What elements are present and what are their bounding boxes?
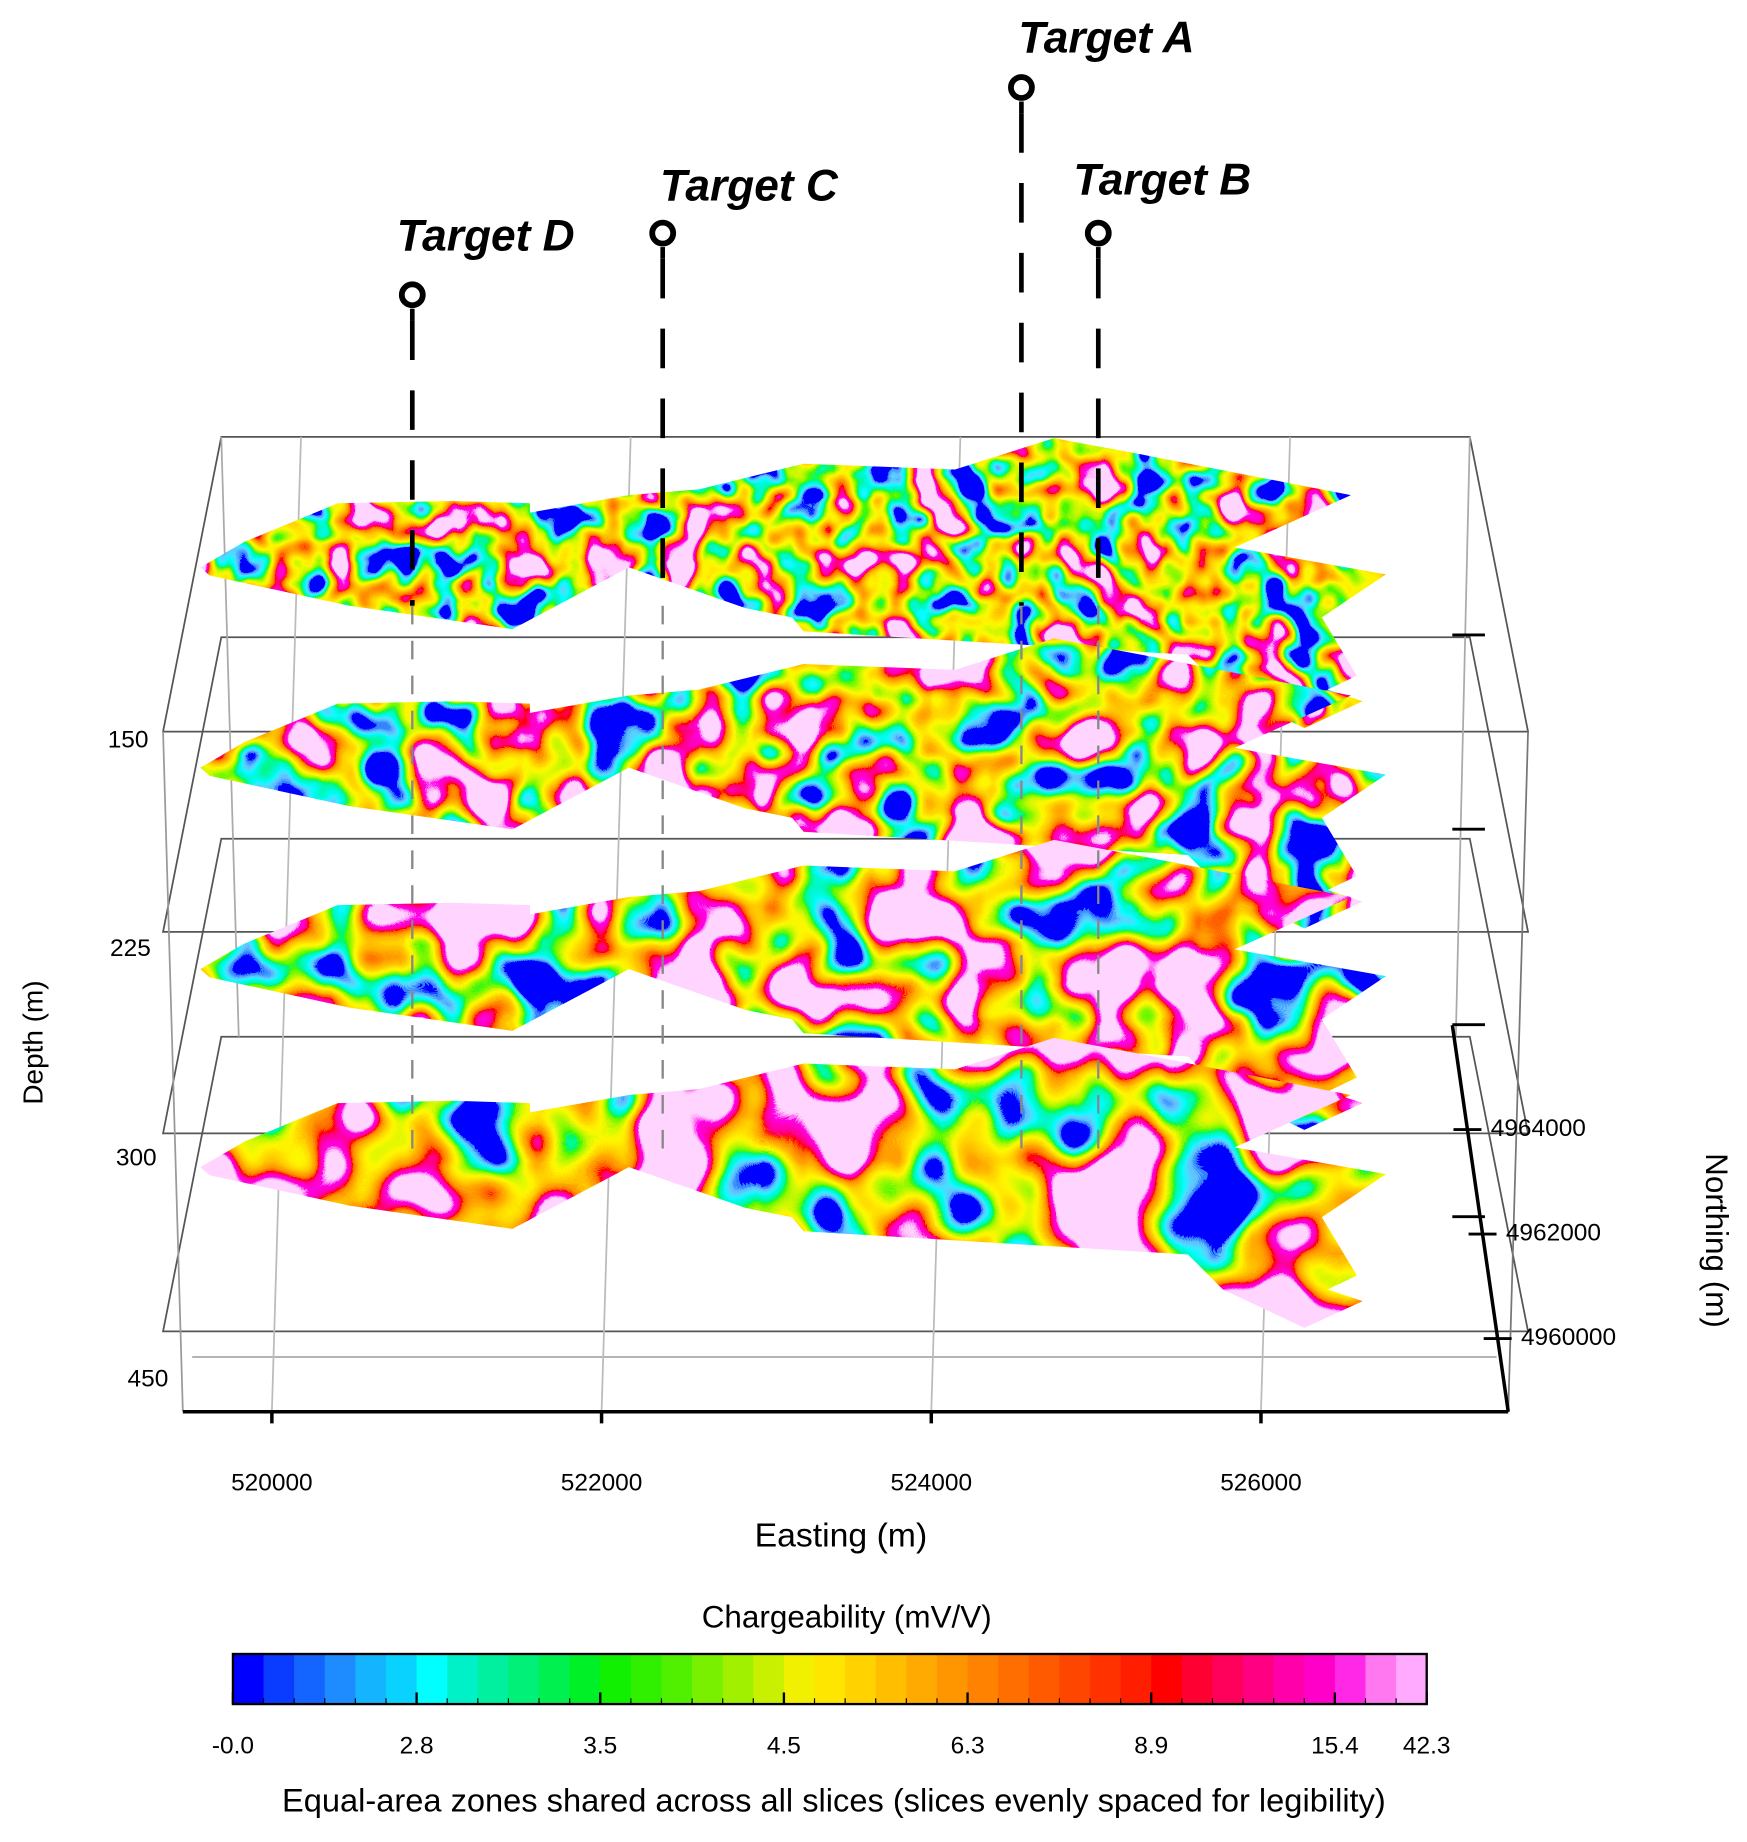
colorbar-tick-label: 3.5	[583, 1733, 617, 1760]
colorbar-zone	[1090, 1653, 1122, 1705]
colorbar-zone	[355, 1653, 387, 1705]
northing-tick-label: 4964000	[1491, 1115, 1586, 1142]
chargeability-slice	[200, 839, 1386, 1130]
colorbar-zone	[508, 1653, 540, 1705]
colorbar-tick-label: 2.8	[400, 1733, 434, 1760]
colorbar-zone	[906, 1653, 938, 1705]
target-pin	[1008, 74, 1035, 101]
colorbar-zone	[1396, 1653, 1428, 1705]
colorbar-tick-label: 15.4	[1311, 1733, 1359, 1760]
x-tick-label: 520000	[231, 1469, 313, 1496]
colorbar-zone	[1365, 1653, 1397, 1705]
target-pin	[398, 281, 426, 309]
colorbar-zone	[539, 1653, 571, 1705]
colorbar-zone	[845, 1653, 877, 1705]
colorbar-zone	[967, 1653, 999, 1705]
x-tick-label: 526000	[1220, 1469, 1302, 1496]
northing-tick-label: 4962000	[1506, 1220, 1601, 1247]
colorbar-tick-label: 4.5	[767, 1733, 801, 1760]
colorbar-zone	[477, 1653, 510, 1705]
colorbar-frame	[231, 1652, 1428, 1706]
colorbar-zone	[416, 1653, 448, 1705]
depth-label: 450	[128, 1366, 169, 1393]
depth-label: 225	[110, 935, 151, 962]
x-tick-label: 522000	[561, 1469, 643, 1496]
colorbar-zone	[232, 1653, 265, 1705]
colorbar-zone	[1120, 1653, 1152, 1705]
colorbar-zone	[1151, 1653, 1183, 1705]
target-label: Target A	[1018, 14, 1194, 63]
target-label: Target C	[660, 162, 839, 211]
colorbar-zone	[692, 1653, 724, 1705]
colorbar-zone	[447, 1653, 479, 1705]
depth-label: 150	[108, 726, 149, 753]
northing-axis	[1450, 1024, 1510, 1412]
colorbar-tick-label: 8.9	[1134, 1733, 1168, 1760]
colorbar-tick-label: 42.3	[1403, 1733, 1451, 1760]
x-axis-label: Easting (m)	[755, 1516, 928, 1554]
colorbar-zone	[783, 1653, 816, 1705]
colorbar-zone	[1181, 1653, 1214, 1705]
colorbar-tick-label: -0.0	[212, 1733, 254, 1760]
colorbar-zone	[875, 1653, 907, 1705]
colorbar-zone	[1304, 1653, 1336, 1705]
colorbar-zone	[1273, 1653, 1305, 1705]
chargeability-slice	[200, 638, 1386, 929]
grid-line	[270, 436, 302, 1412]
colorbar-zone	[661, 1653, 693, 1705]
colorbar-zone	[600, 1653, 632, 1705]
box-edge	[1507, 731, 1529, 1412]
depth-label: 300	[116, 1144, 157, 1171]
colorbar-zone	[1212, 1653, 1244, 1705]
colorbar-zone	[324, 1653, 356, 1705]
colorbar-zone	[569, 1653, 601, 1705]
colorbar-zone	[385, 1653, 418, 1705]
box-edge	[220, 436, 240, 1037]
colorbar-zone	[1028, 1653, 1060, 1705]
northing-axis-label: Northing (m)	[1699, 1153, 1734, 1328]
x-tick-label: 524000	[890, 1469, 972, 1496]
colorbar-tick-label: 6.3	[951, 1733, 985, 1760]
box-edge	[1454, 436, 1471, 1037]
colorbar-zone	[998, 1653, 1030, 1705]
colorbar-zone	[722, 1653, 754, 1705]
target-label: Target D	[397, 212, 575, 261]
depth-axis-label: Depth (m)	[17, 980, 48, 1104]
colorbar-zone	[263, 1653, 295, 1705]
colorbar-zone	[814, 1653, 846, 1705]
box-edge	[162, 731, 184, 1412]
colorbar-zone	[1243, 1653, 1275, 1705]
chargeability-slice	[200, 1037, 1386, 1328]
chargeability-slice	[200, 438, 1386, 729]
colorbar-zone	[294, 1653, 326, 1705]
colorbar-title: Chargeability (mV/V)	[702, 1599, 992, 1634]
colorbar-zone	[936, 1653, 969, 1705]
colorbar-zone	[1334, 1653, 1367, 1705]
northing-tick-label: 4960000	[1521, 1324, 1616, 1351]
colorbar-zone	[1059, 1653, 1091, 1705]
colorbar-zone	[753, 1653, 785, 1705]
colorbar-zone	[630, 1653, 663, 1705]
target-pin	[649, 219, 677, 247]
target-label: Target B	[1073, 156, 1251, 205]
target-pin	[1084, 219, 1112, 247]
caption: Equal-area zones shared across all slice…	[282, 1782, 1386, 1819]
